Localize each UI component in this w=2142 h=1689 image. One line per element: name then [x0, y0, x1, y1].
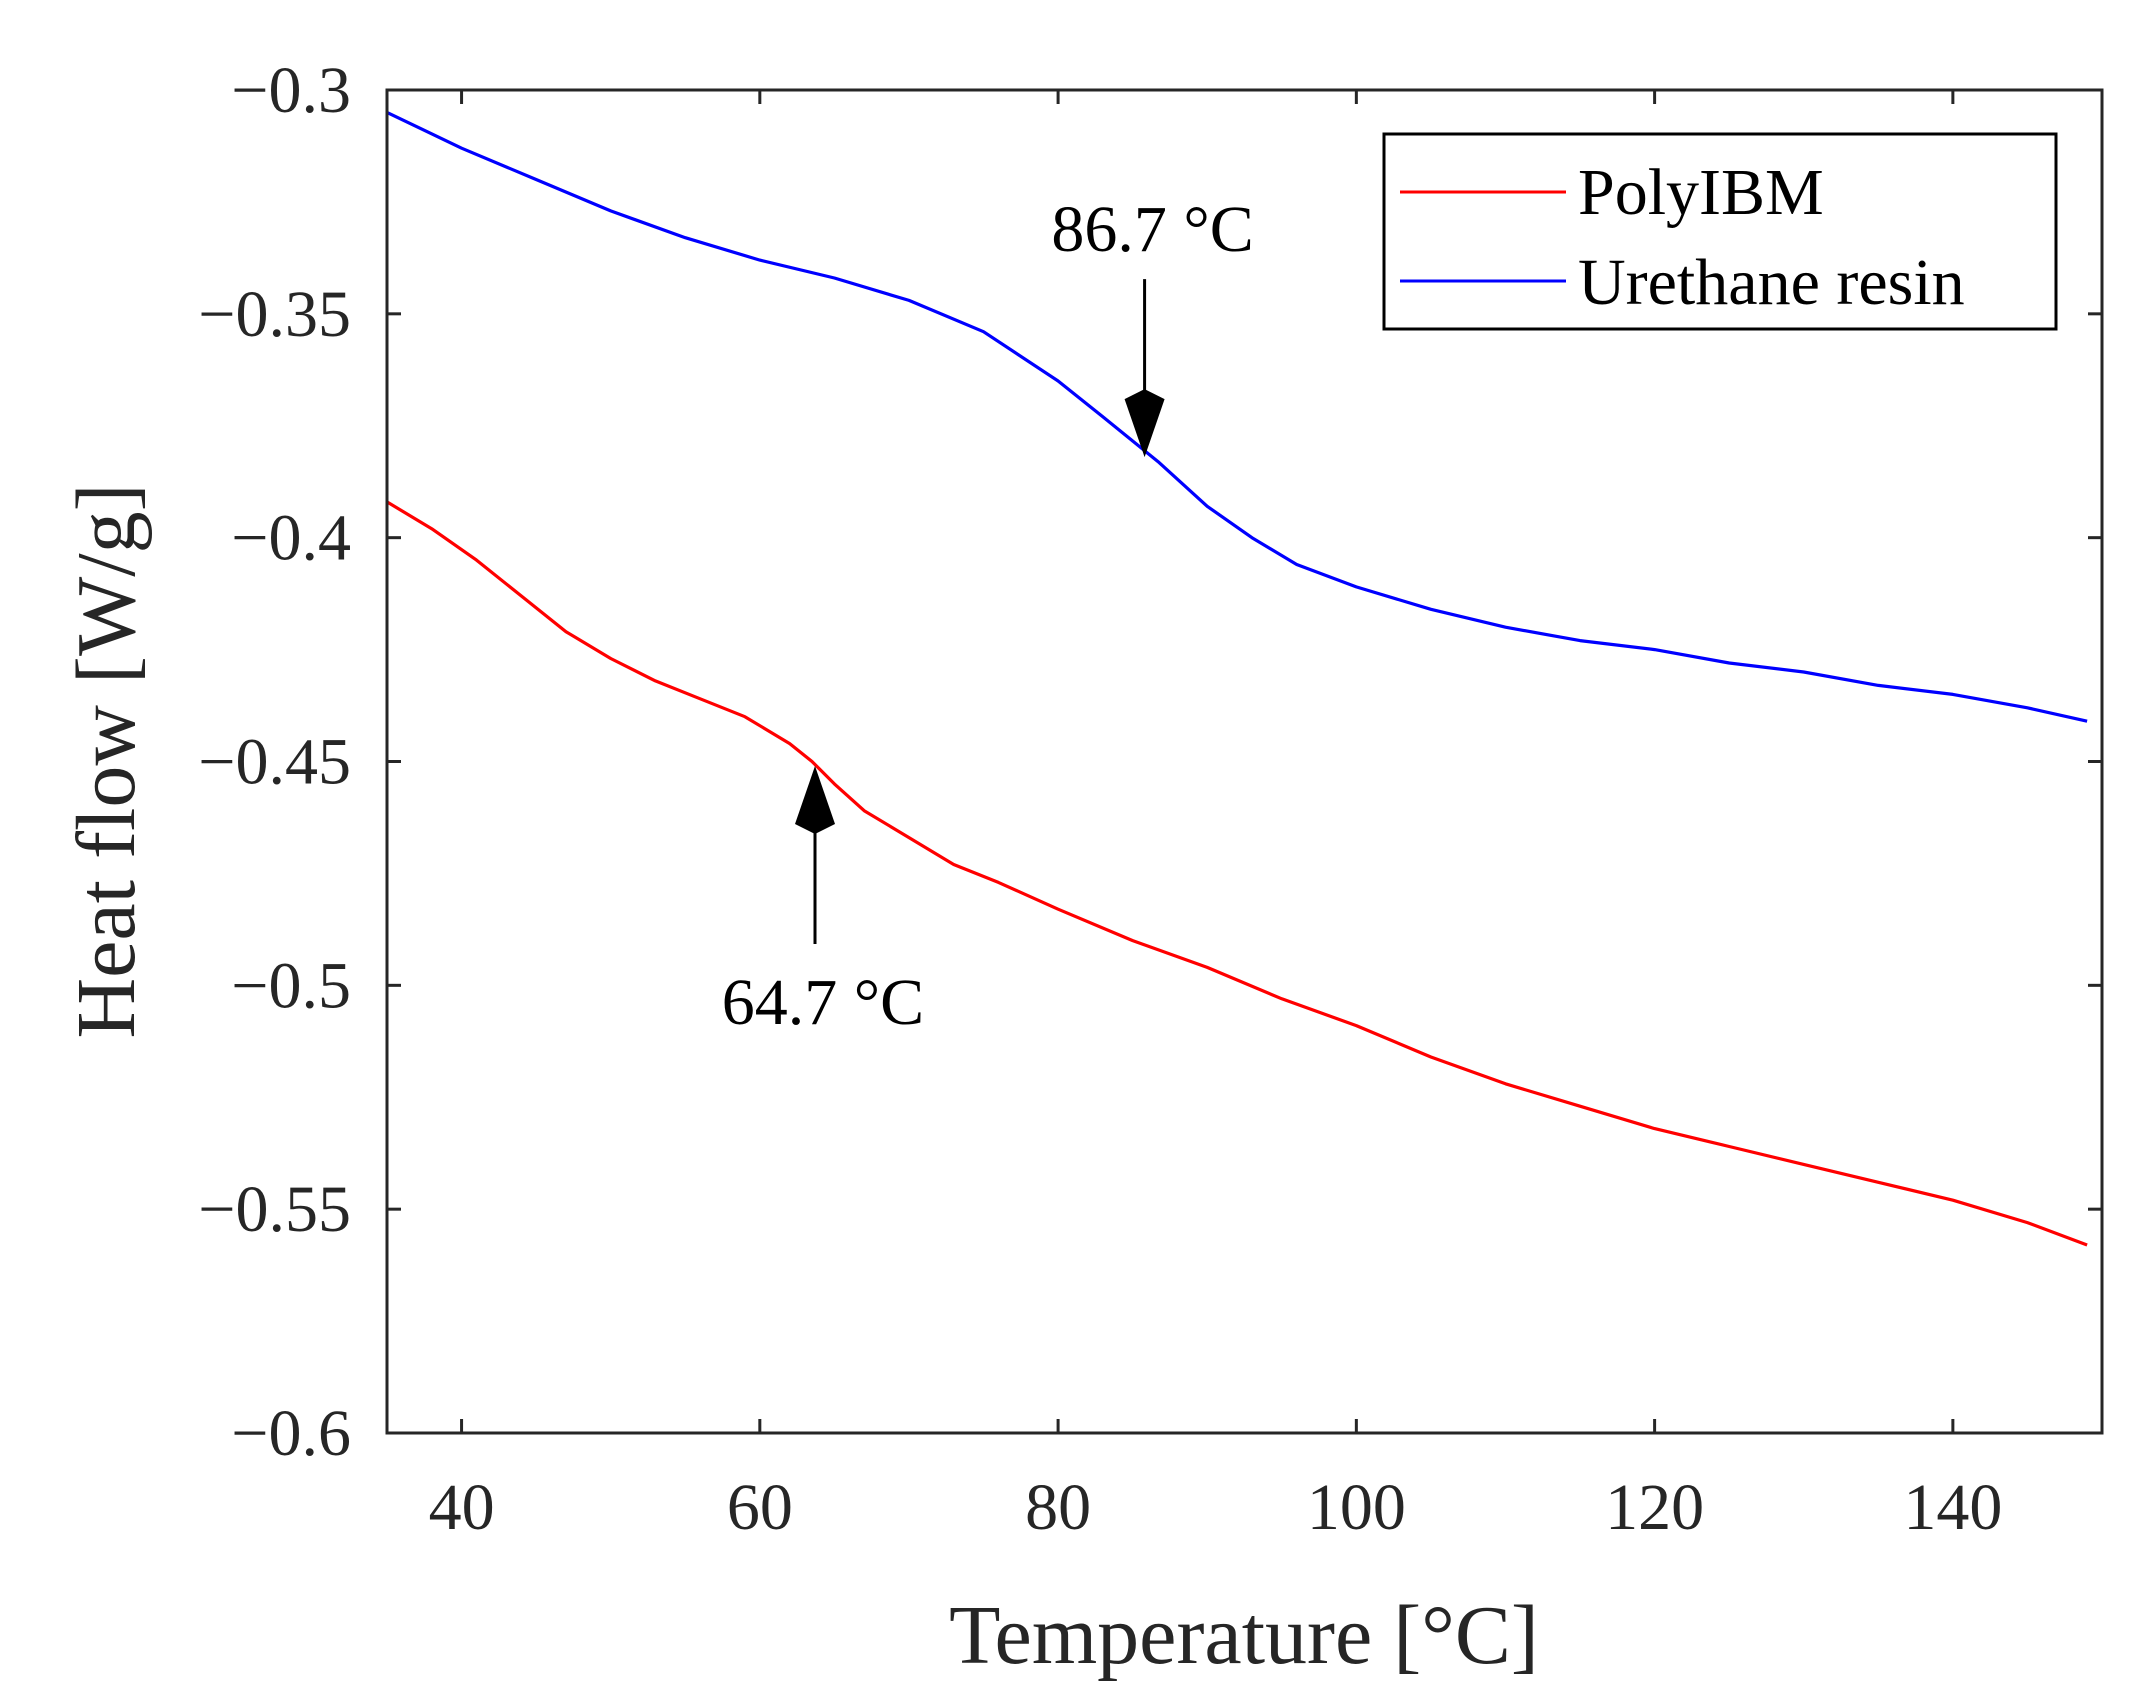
y-tick-label: −0.55	[198, 1173, 351, 1246]
annotation-layer: 86.7 °C 64.7 °C	[722, 193, 1254, 1039]
legend-box	[1382, 132, 2058, 331]
y-tick-label: −0.5	[231, 949, 351, 1022]
y-tick-label: −0.3	[231, 54, 351, 127]
annotation-label: 64.7 °C	[722, 966, 924, 1039]
x-tick-label: 80	[1025, 1471, 1091, 1544]
x-tick-label: 140	[1903, 1471, 2002, 1544]
x-tick-label: 120	[1605, 1471, 1704, 1544]
y-axis-title: Heat flow [W/g]	[60, 483, 153, 1038]
y-tick-label: −0.35	[198, 278, 351, 351]
annotation-arrow-head	[795, 765, 836, 834]
annotation-label: 86.7 °C	[1051, 193, 1253, 266]
legend-label-urethane-resin: Urethane resin	[1578, 246, 1965, 319]
x-tick-label: 40	[429, 1471, 495, 1544]
x-tick-label: 60	[727, 1471, 793, 1544]
annotation-arrow-head	[1124, 389, 1165, 458]
series-line-urethane-resin	[386, 110, 2088, 723]
y-tick-label: −0.4	[231, 502, 351, 575]
y-tick-label: −0.6	[231, 1397, 351, 1470]
x-tick-label: 100	[1307, 1471, 1406, 1544]
y-tick-label: −0.45	[198, 726, 351, 799]
x-axis-title: Temperature [°C]	[949, 1589, 1539, 1682]
series-line-polyibm	[386, 500, 2088, 1247]
series-layer	[386, 110, 2088, 1247]
legend-label-polyibm: PolyIBM	[1578, 156, 1824, 229]
legend: PolyIBM Urethane resin	[1382, 132, 2058, 331]
ticks-layer: 40 60 80 100 120 140 −0.6 −0.55 −0.5 −0.45 −0.4 −0.…	[198, 54, 2102, 1544]
